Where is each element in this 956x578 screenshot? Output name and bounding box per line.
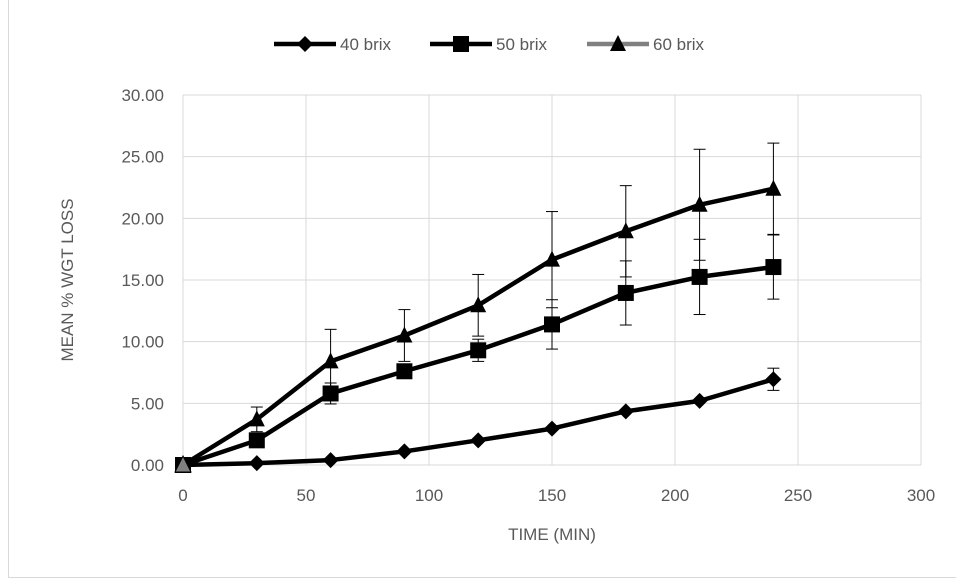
data-point-diamond — [248, 455, 265, 472]
gridlines — [182, 94, 922, 466]
data-point-triangle — [544, 250, 560, 267]
x-tick-label: 250 — [784, 486, 812, 505]
data-point-square — [248, 432, 265, 449]
legend-marker-square — [453, 36, 469, 52]
data-point-diamond — [322, 452, 339, 469]
data-point-triangle — [396, 326, 413, 343]
y-tick-label: 5.00 — [131, 394, 164, 413]
data-point-triangle — [765, 179, 782, 196]
data-point-diamond — [544, 420, 560, 437]
y-tick-label: 15.00 — [121, 271, 164, 290]
data-point-triangle — [470, 296, 487, 313]
x-tick-label: 100 — [415, 486, 443, 505]
y-tick-label: 20.00 — [121, 209, 164, 228]
data-point-square — [691, 268, 708, 285]
data-point-triangle — [248, 410, 265, 427]
legend-marker-diamond — [297, 36, 313, 52]
legend-label: 60 brix — [653, 35, 705, 54]
x-tick-label: 200 — [661, 486, 689, 505]
data-point-diamond — [396, 443, 413, 460]
legend-marker-triangle — [610, 35, 626, 51]
y-axis-ticks: 0.00 5.00 10.00 15.00 20.00 25.00 30.00 — [121, 86, 164, 475]
data-point-triangle — [322, 352, 339, 369]
data-point-triangle — [174, 454, 192, 473]
data-point-diamond — [617, 403, 634, 420]
data-point-diamond — [765, 371, 782, 388]
y-tick-label: 10.00 — [121, 333, 164, 352]
y-tick-label: 30.00 — [121, 86, 164, 105]
x-axis-ticks: 0 50 100 150 200 250 300 — [178, 486, 935, 505]
data-point-triangle — [617, 222, 634, 239]
legend: 40 brix 50 brix 60 brix — [274, 35, 705, 54]
data-point-square — [396, 363, 413, 380]
data-point-square — [544, 316, 560, 333]
data-point-triangle — [691, 195, 708, 212]
x-tick-label: 150 — [538, 486, 566, 505]
x-axis-title: TIME (MIN) — [508, 525, 596, 544]
data-point-diamond — [691, 392, 708, 409]
line-chart: 40 brix 50 brix 60 brix 0.00 5.00 10.00 15.00… — [58, 35, 935, 544]
data-point-diamond — [470, 432, 487, 449]
data-point-square — [617, 284, 634, 301]
series-markers — [174, 179, 782, 473]
chart-frame: 40 brix 50 brix 60 brix 0.00 5.00 10.00 15.00… — [8, 0, 956, 578]
data-point-square — [322, 385, 339, 402]
x-tick-label: 300 — [907, 486, 935, 505]
y-tick-label: 25.00 — [121, 148, 164, 167]
data-point-square — [765, 259, 782, 276]
x-tick-label: 50 — [297, 486, 316, 505]
legend-label: 40 brix — [340, 35, 392, 54]
legend-label: 50 brix — [496, 35, 548, 54]
y-axis-title: MEAN % WGT LOSS — [58, 198, 77, 361]
y-tick-label: 0.00 — [131, 456, 164, 475]
data-point-square — [470, 342, 487, 359]
x-tick-label: 0 — [178, 486, 187, 505]
series-line-diamond — [182, 377, 775, 468]
